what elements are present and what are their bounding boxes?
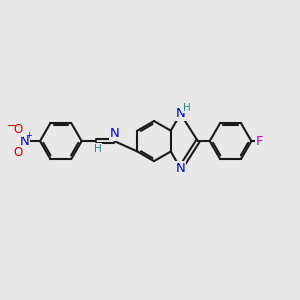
- Text: F: F: [256, 135, 263, 148]
- Text: H: H: [94, 144, 101, 154]
- Text: O: O: [14, 146, 23, 159]
- Text: N: N: [20, 135, 29, 148]
- Text: O: O: [14, 123, 23, 136]
- Text: N: N: [176, 162, 185, 175]
- Text: N: N: [176, 107, 185, 120]
- Text: H: H: [183, 103, 190, 112]
- Text: +: +: [25, 131, 32, 140]
- Text: −: −: [6, 119, 17, 132]
- Text: N: N: [110, 128, 120, 140]
